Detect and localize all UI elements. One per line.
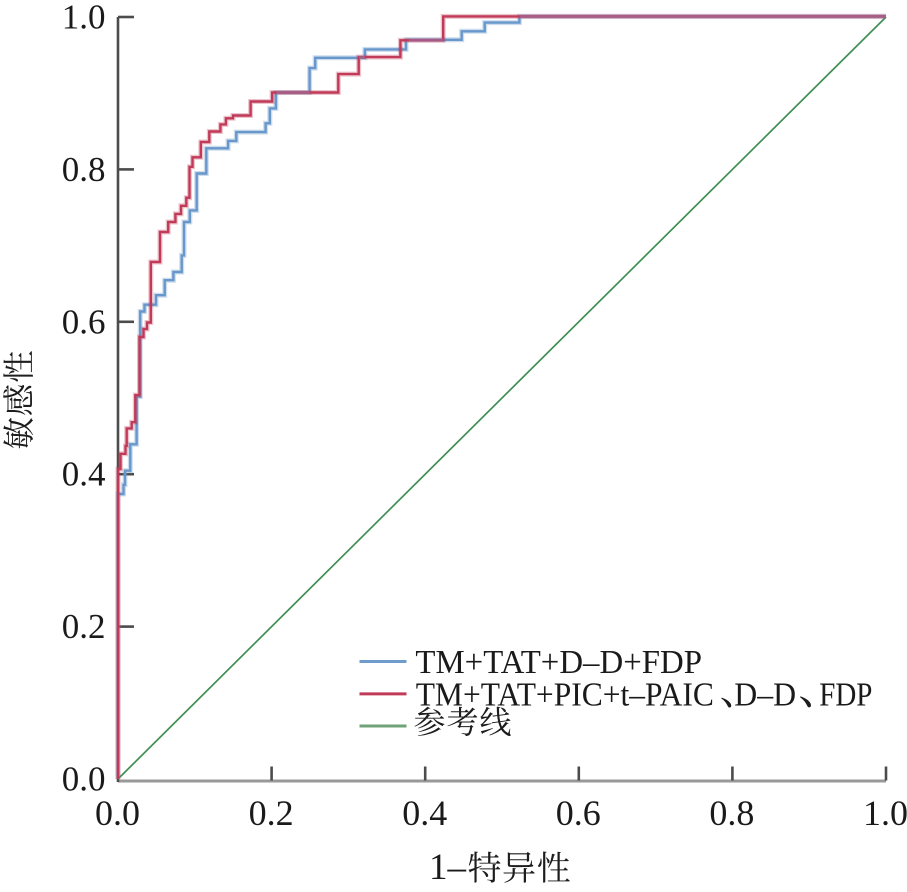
- svg-text:0.2: 0.2: [62, 607, 106, 646]
- svg-text:0.2: 0.2: [249, 793, 294, 833]
- svg-text:0.0: 0.0: [95, 793, 140, 833]
- svg-text:1.0: 1.0: [863, 793, 907, 833]
- svg-text:1.0: 1.0: [62, 0, 106, 37]
- svg-text:0.4: 0.4: [62, 455, 106, 494]
- svg-text:0.6: 0.6: [62, 302, 106, 341]
- svg-text:FDP: FDP: [819, 676, 872, 713]
- svg-text:D–D: D–D: [734, 676, 796, 713]
- svg-text:TM+TAT+PIC+t–PAIC: TM+TAT+PIC+t–PAIC: [416, 676, 714, 713]
- svg-text:0.4: 0.4: [402, 793, 447, 833]
- svg-text:0.8: 0.8: [709, 793, 754, 833]
- svg-text:TM+TAT+D–D+FDP: TM+TAT+D–D+FDP: [415, 644, 702, 681]
- svg-text:0.0: 0.0: [62, 760, 106, 799]
- svg-text:0.8: 0.8: [62, 150, 106, 189]
- svg-text:0.6: 0.6: [556, 793, 601, 833]
- svg-text:1–: 1–: [429, 847, 467, 887]
